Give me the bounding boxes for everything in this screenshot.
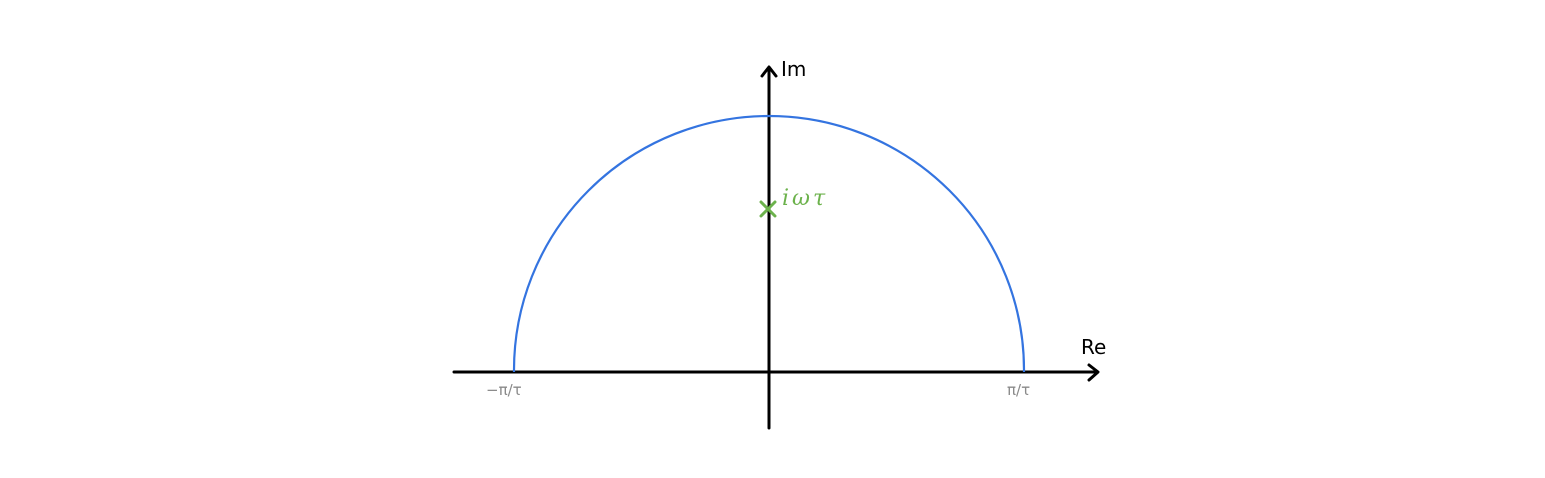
pole-label: iωτ bbox=[782, 186, 828, 211]
real-axis-label: Re bbox=[1081, 335, 1106, 359]
imaginary-axis-label: Im bbox=[781, 57, 806, 81]
pole-marker bbox=[759, 200, 777, 218]
real-axis: Re bbox=[452, 335, 1106, 382]
imaginary-axis-arrowhead bbox=[760, 65, 778, 78]
semicircle-contour bbox=[512, 114, 1026, 372]
pole-cross-stroke-2 bbox=[759, 200, 777, 218]
right-endpoint-label: π/τ bbox=[1007, 381, 1030, 399]
real-axis-arrowhead bbox=[1087, 363, 1100, 382]
imaginary-axis: Im bbox=[760, 57, 806, 430]
left-endpoint-label: −π/τ bbox=[486, 381, 522, 399]
